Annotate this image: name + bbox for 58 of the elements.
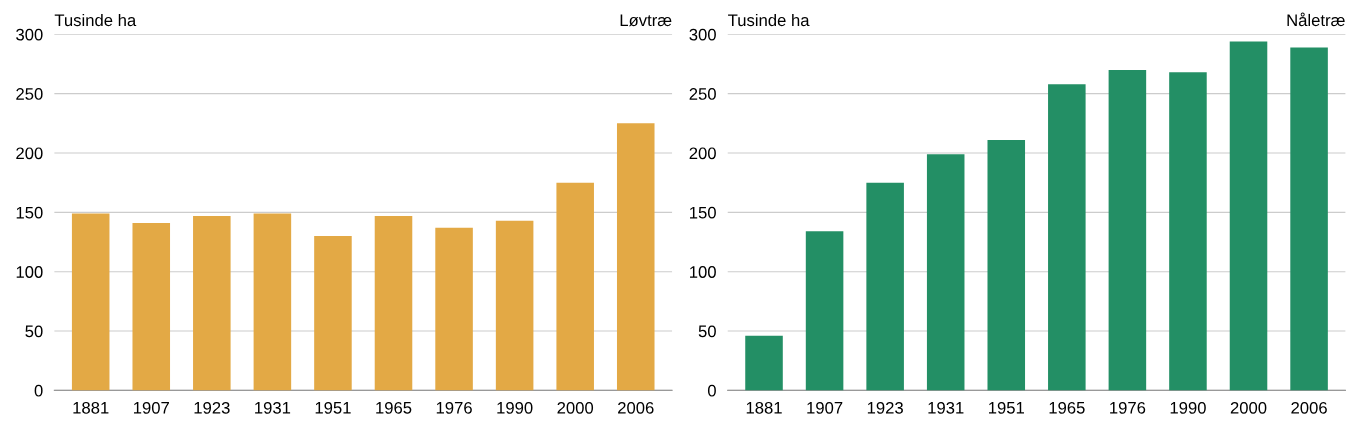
bar xyxy=(314,236,352,391)
bar xyxy=(1108,69,1147,391)
bar xyxy=(926,154,965,391)
y-tick-label: 0 xyxy=(707,384,716,397)
x-tick-label: 1976 xyxy=(436,401,472,414)
bar xyxy=(1048,84,1086,391)
y-tick-label: 200 xyxy=(16,147,43,160)
x-tick-label: 2000 xyxy=(557,401,594,414)
x-tick-label: 1931 xyxy=(928,401,964,414)
y-tick-label: 300 xyxy=(16,28,43,41)
y-tick-label: 150 xyxy=(690,206,716,219)
bar xyxy=(1290,47,1328,391)
bar xyxy=(132,223,171,391)
bar xyxy=(1169,72,1207,391)
x-tick-label: 1907 xyxy=(807,401,843,414)
y-tick-label: 250 xyxy=(689,88,716,100)
x-tick-label: 2000 xyxy=(1230,401,1267,414)
x-tick-label: 1965 xyxy=(1049,401,1085,414)
bar xyxy=(805,231,844,391)
x-tick-label: 1965 xyxy=(376,401,412,414)
y-axis-title: Tusinde ha xyxy=(728,13,810,27)
y-axis-title: Tusinde ha xyxy=(54,13,137,27)
bar xyxy=(374,215,413,391)
y-tick-label: 200 xyxy=(689,147,716,160)
bar xyxy=(253,213,292,391)
y-tick-label: 100 xyxy=(690,266,716,278)
chart-title: Nåletræ xyxy=(1287,12,1345,27)
bar xyxy=(745,335,783,391)
bar xyxy=(616,123,655,391)
y-tick-label: 150 xyxy=(16,206,43,219)
bar xyxy=(556,182,594,391)
bar xyxy=(866,182,904,391)
x-tick-label: 1931 xyxy=(255,401,291,414)
x-tick-label: 1990 xyxy=(1170,401,1206,414)
bar xyxy=(71,213,110,391)
chart-title: Løvtræ xyxy=(620,14,672,27)
bar xyxy=(193,215,231,391)
x-tick-label: 1881 xyxy=(746,401,782,414)
bar xyxy=(435,227,473,391)
bar xyxy=(495,220,534,391)
y-tick-label: 0 xyxy=(34,384,43,397)
bar xyxy=(987,139,1026,391)
x-tick-label: 1951 xyxy=(989,401,1024,414)
x-tick-label: 1976 xyxy=(1110,401,1146,414)
y-tick-label: 100 xyxy=(16,266,43,278)
y-tick-label: 50 xyxy=(698,325,716,338)
x-tick-label: 2006 xyxy=(1291,401,1327,414)
y-tick-label: 250 xyxy=(16,88,43,100)
y-tick-label: 300 xyxy=(689,28,716,41)
x-tick-label: 1923 xyxy=(867,401,903,414)
y-tick-label: 50 xyxy=(25,325,43,338)
bar xyxy=(1229,41,1268,391)
x-tick-label: 1881 xyxy=(73,401,109,414)
x-tick-label: 1923 xyxy=(194,401,230,414)
x-tick-label: 1951 xyxy=(315,401,351,414)
x-tick-label: 1907 xyxy=(133,401,169,414)
x-tick-label: 2006 xyxy=(618,401,654,414)
x-tick-label: 1990 xyxy=(497,401,533,414)
